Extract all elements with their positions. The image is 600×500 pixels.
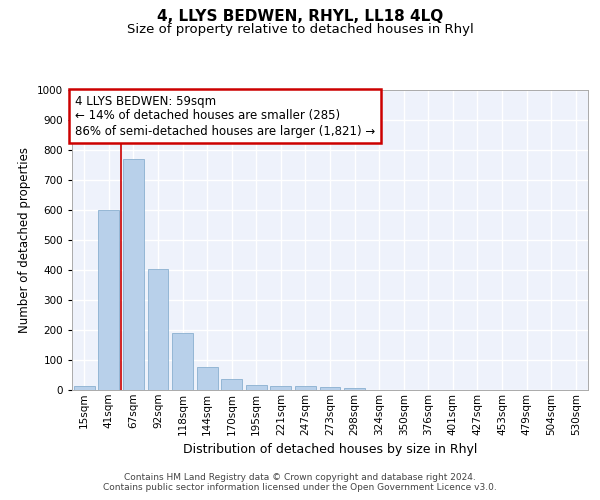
Bar [271,386,292,390]
Bar [172,333,193,390]
Bar [246,384,267,390]
Bar [197,366,218,390]
Bar [221,379,242,390]
X-axis label: Distribution of detached houses by size in Rhyl: Distribution of detached houses by size … [183,443,477,456]
Text: 4, LLYS BEDWEN, RHYL, LL18 4LQ: 4, LLYS BEDWEN, RHYL, LL18 4LQ [157,9,443,24]
Text: 4 LLYS BEDWEN: 59sqm
← 14% of detached houses are smaller (285)
86% of semi-deta: 4 LLYS BEDWEN: 59sqm ← 14% of detached h… [74,94,375,138]
Bar [74,386,95,390]
Bar [320,387,340,390]
Bar [295,386,316,390]
Bar [123,159,144,390]
Text: Size of property relative to detached houses in Rhyl: Size of property relative to detached ho… [127,22,473,36]
Bar [98,210,119,390]
Bar [148,268,169,390]
Y-axis label: Number of detached properties: Number of detached properties [18,147,31,333]
Bar [344,388,365,390]
Text: Contains HM Land Registry data © Crown copyright and database right 2024.
Contai: Contains HM Land Registry data © Crown c… [103,473,497,492]
